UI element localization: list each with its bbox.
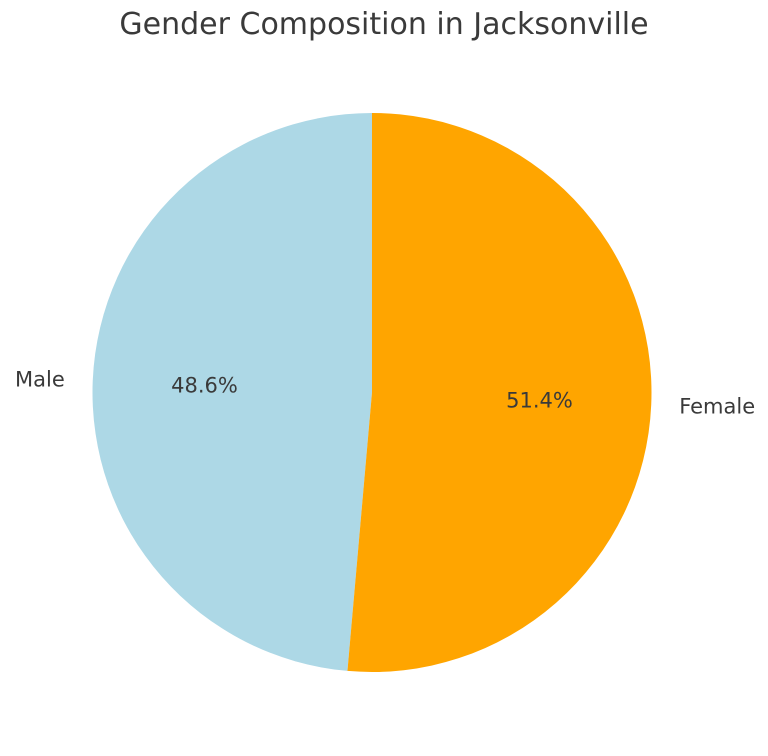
- pie-labels: 48.6% Male 51.4% Female: [15, 368, 755, 419]
- pie-slice-female: [347, 113, 652, 672]
- pie-category-label-female: Female: [679, 395, 755, 419]
- pie-pct-label-male: 48.6%: [171, 374, 238, 398]
- pie-category-label-male: Male: [15, 368, 65, 392]
- pie-pct-label-female: 51.4%: [506, 388, 573, 412]
- chart-title: Gender Composition in Jacksonville: [119, 7, 649, 42]
- pie-slices: [92, 112, 652, 672]
- pie-slice-male: [92, 112, 372, 671]
